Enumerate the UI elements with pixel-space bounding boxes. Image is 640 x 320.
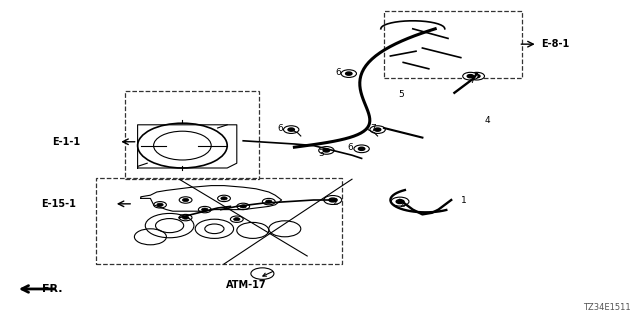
Text: 7: 7 — [469, 76, 474, 85]
Circle shape — [234, 218, 240, 221]
Text: TZ34E1511: TZ34E1511 — [583, 303, 630, 312]
Circle shape — [374, 128, 381, 131]
Circle shape — [370, 126, 385, 133]
Circle shape — [182, 198, 189, 202]
Text: E-1-1: E-1-1 — [52, 137, 80, 147]
Circle shape — [240, 205, 246, 208]
Circle shape — [467, 75, 474, 78]
Text: 1: 1 — [461, 196, 467, 204]
Text: ATM-17: ATM-17 — [226, 280, 267, 291]
Text: FR.: FR. — [42, 284, 62, 294]
Circle shape — [358, 147, 365, 150]
Circle shape — [346, 72, 352, 75]
Circle shape — [463, 72, 478, 80]
Text: 7: 7 — [371, 124, 376, 133]
Circle shape — [182, 216, 189, 219]
Circle shape — [396, 200, 404, 204]
Text: 5: 5 — [399, 90, 404, 99]
Circle shape — [251, 268, 274, 279]
Text: 6: 6 — [335, 68, 340, 77]
Circle shape — [354, 145, 369, 153]
Text: 2: 2 — [399, 200, 404, 209]
Text: 4: 4 — [485, 116, 490, 124]
Text: 6: 6 — [348, 143, 353, 152]
Circle shape — [323, 149, 330, 152]
Circle shape — [469, 72, 484, 80]
Circle shape — [391, 197, 409, 206]
Circle shape — [324, 196, 342, 204]
Circle shape — [288, 128, 294, 131]
Text: 3: 3 — [319, 149, 324, 158]
Circle shape — [284, 126, 299, 133]
Text: E-8-1: E-8-1 — [541, 39, 569, 49]
Text: E-15-1: E-15-1 — [41, 199, 76, 209]
Circle shape — [202, 208, 208, 211]
Circle shape — [221, 197, 227, 200]
Text: 2: 2 — [332, 198, 337, 207]
Circle shape — [341, 70, 356, 77]
Text: 6: 6 — [278, 124, 283, 133]
Circle shape — [329, 198, 337, 202]
Circle shape — [474, 75, 480, 78]
Circle shape — [266, 200, 272, 203]
Circle shape — [319, 147, 334, 154]
Circle shape — [157, 203, 163, 206]
